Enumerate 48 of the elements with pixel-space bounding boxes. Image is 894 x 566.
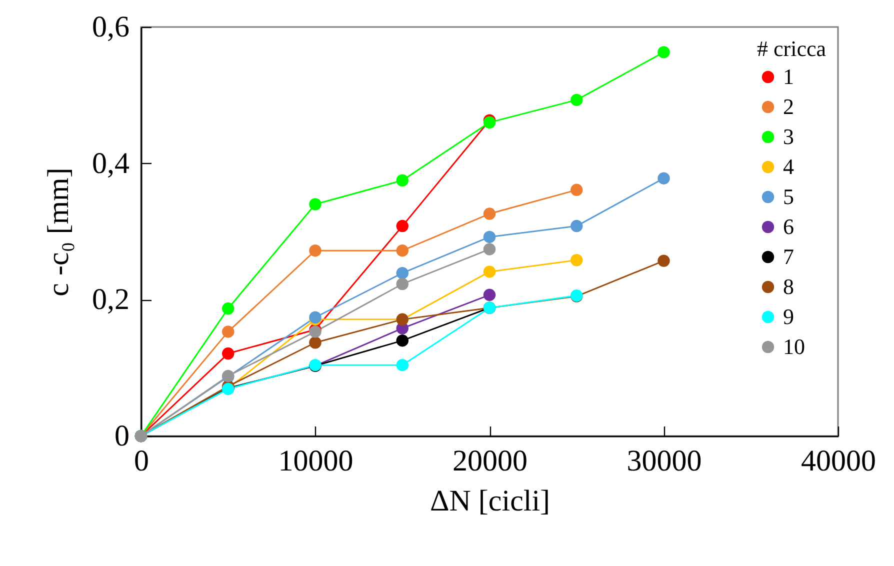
point bbox=[483, 116, 496, 129]
x-tick-label: 30000 bbox=[626, 444, 702, 478]
point bbox=[309, 198, 322, 210]
y-tick-label: 0,2 bbox=[92, 283, 130, 316]
x-tick-label: 20000 bbox=[452, 444, 528, 478]
point bbox=[222, 347, 234, 360]
point bbox=[396, 266, 408, 280]
point bbox=[483, 243, 496, 256]
point bbox=[222, 302, 234, 315]
legend-label: 5 bbox=[783, 184, 794, 209]
point bbox=[483, 266, 496, 278]
x-axis-title: ΔN [cicli] bbox=[430, 484, 550, 518]
y-tick-label: 0 bbox=[114, 420, 130, 452]
point bbox=[570, 220, 583, 232]
legend-label: 2 bbox=[783, 94, 794, 119]
point bbox=[396, 334, 408, 347]
point bbox=[570, 254, 583, 266]
point bbox=[309, 311, 322, 324]
point bbox=[570, 94, 583, 106]
point bbox=[658, 172, 670, 184]
legend-label: 6 bbox=[783, 214, 794, 239]
y-tick-label: 0,6 bbox=[92, 10, 130, 44]
legend-label: 4 bbox=[783, 154, 794, 179]
point bbox=[309, 336, 322, 349]
legend-label: 3 bbox=[783, 124, 794, 149]
point bbox=[658, 254, 670, 267]
point bbox=[222, 326, 234, 338]
point bbox=[483, 288, 496, 302]
legend-label: 10 bbox=[783, 334, 805, 359]
legend-label: 8 bbox=[783, 274, 794, 299]
y-axis-title: c -c₀ [mm] bbox=[42, 168, 75, 296]
legend-label: 7 bbox=[783, 244, 794, 269]
point bbox=[570, 184, 583, 196]
x-tick-label: 10000 bbox=[278, 444, 354, 478]
point bbox=[483, 208, 496, 220]
legend-title: # cricca bbox=[757, 36, 826, 61]
point bbox=[396, 278, 408, 290]
point bbox=[483, 230, 496, 244]
point bbox=[396, 358, 408, 372]
point bbox=[396, 220, 408, 232]
legend-label: 9 bbox=[783, 304, 794, 329]
point bbox=[396, 244, 408, 257]
legend-label: 1 bbox=[783, 64, 794, 89]
x-tick-label: 40000 bbox=[801, 444, 876, 478]
point bbox=[658, 46, 670, 58]
y-tick-label: 0,4 bbox=[92, 146, 130, 180]
point bbox=[309, 244, 322, 257]
point bbox=[396, 174, 408, 186]
